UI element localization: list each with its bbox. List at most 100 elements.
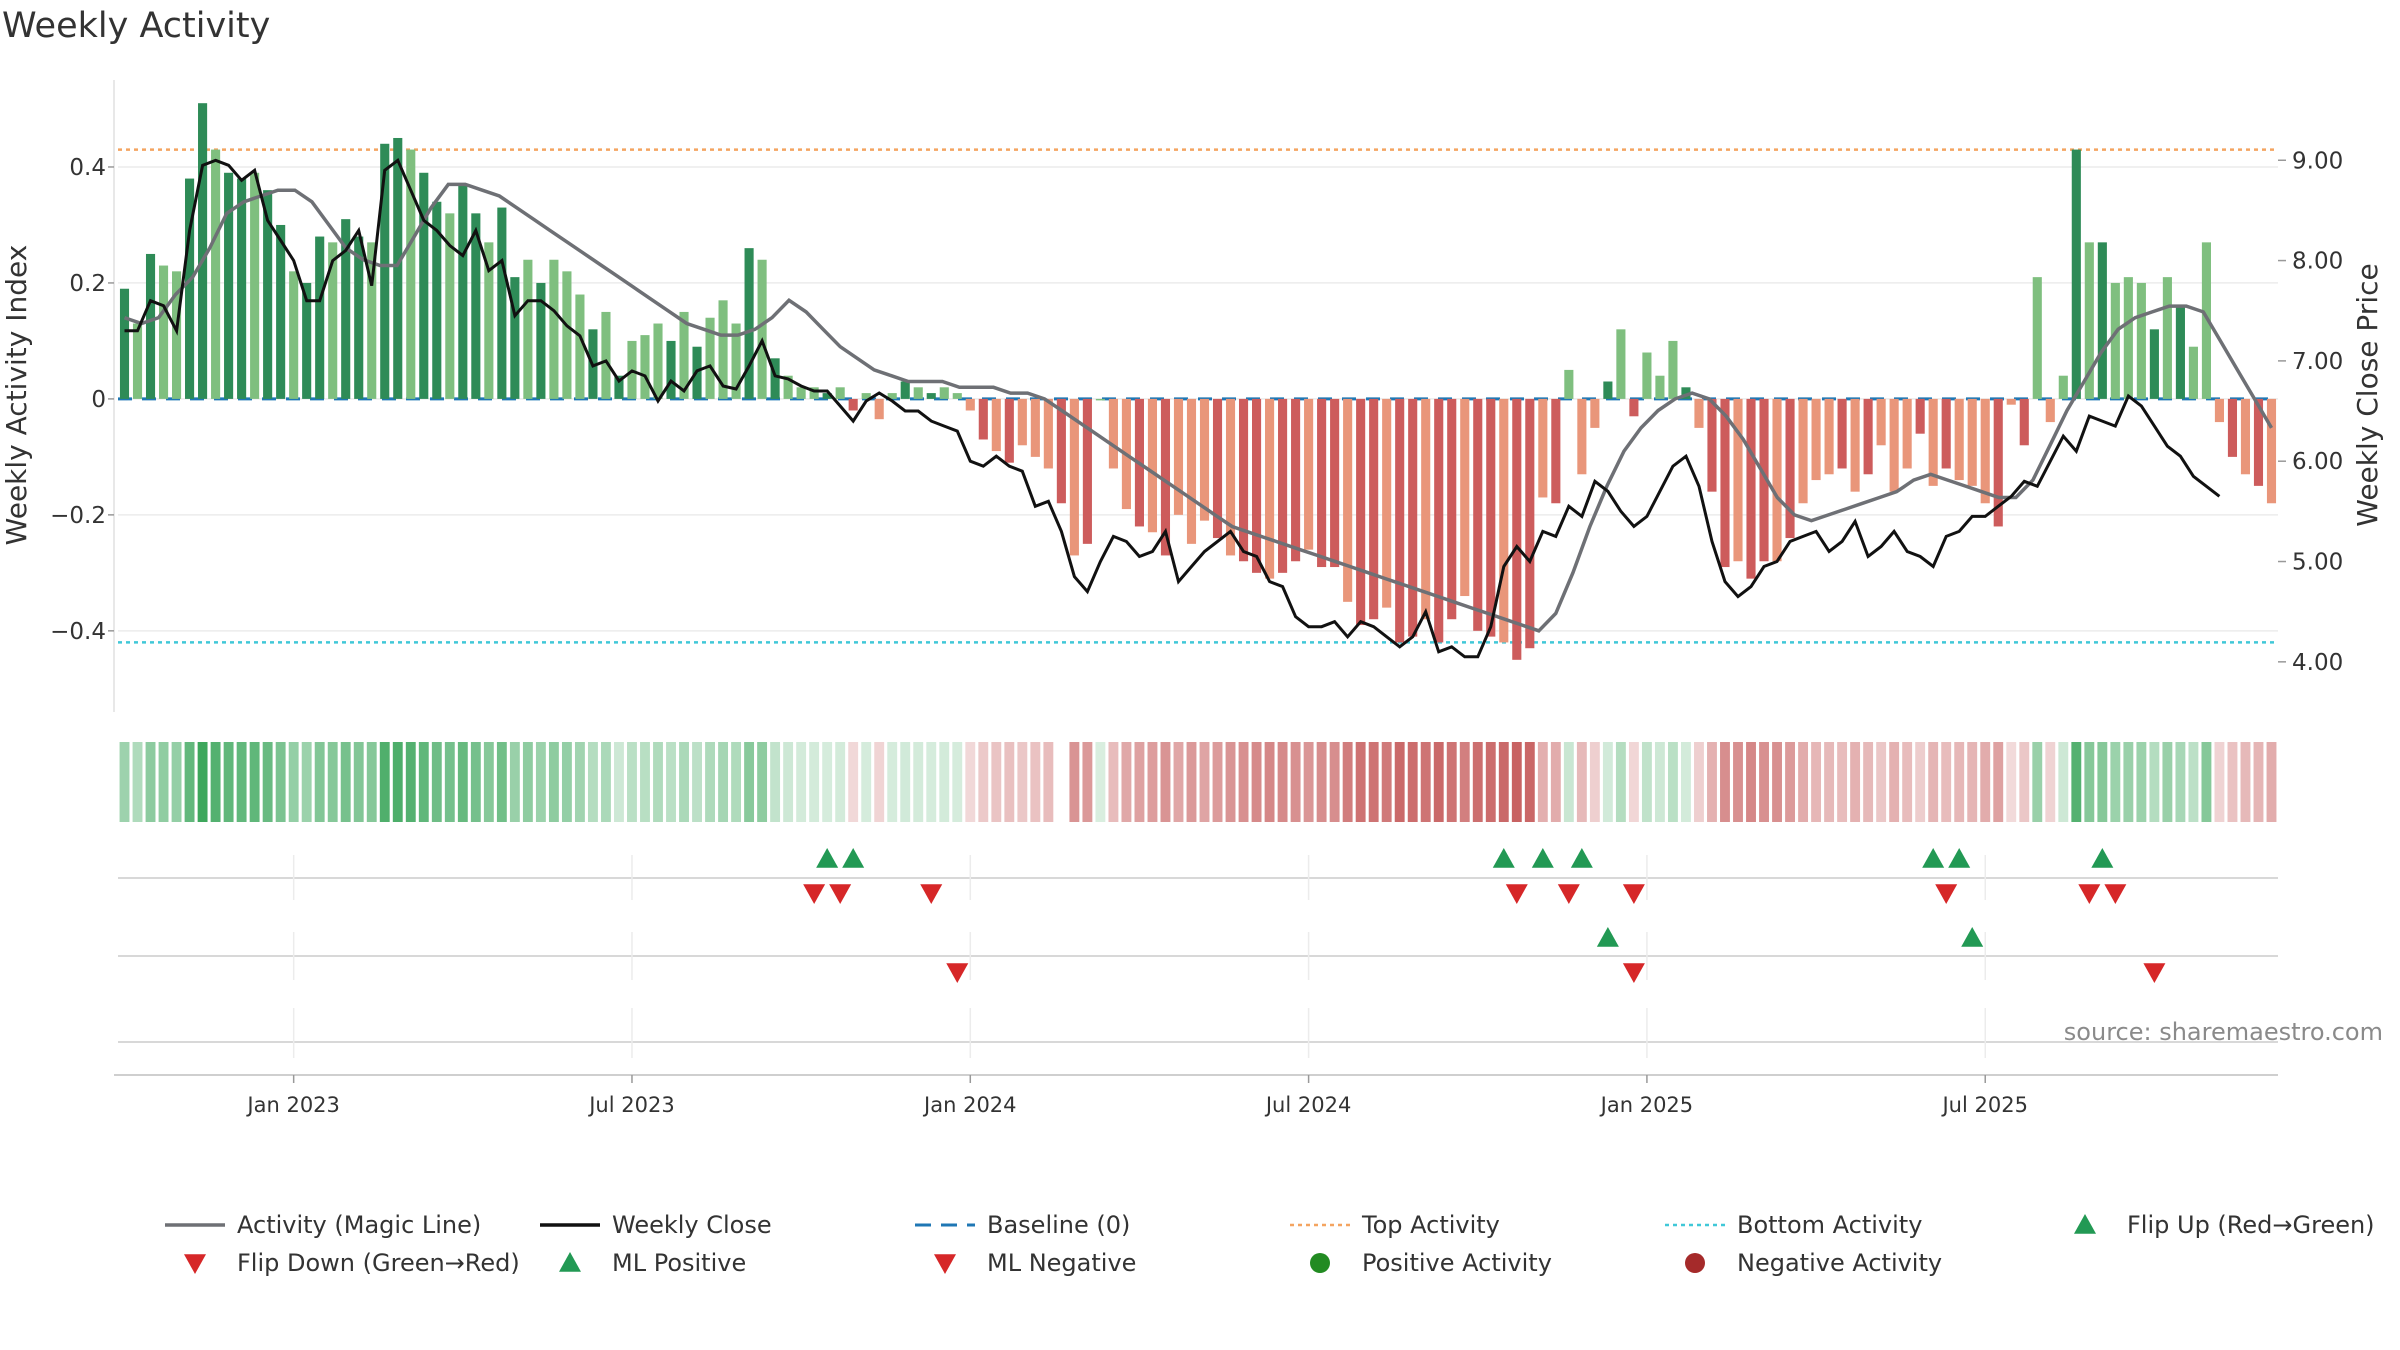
activity-bar <box>2214 398 2224 423</box>
heat-cell <box>392 742 403 822</box>
heat-cell <box>2240 742 2251 822</box>
activity-bar <box>1811 398 1821 481</box>
heat-cell <box>1225 742 1236 822</box>
activity-bar <box>926 393 936 399</box>
activity-bar <box>1460 398 1470 597</box>
activity-bar <box>211 149 221 399</box>
heat-cell <box>1837 742 1848 822</box>
heat-cell <box>184 742 195 822</box>
activity-bar <box>1330 398 1340 568</box>
legend-circle-icon <box>1310 1253 1330 1273</box>
ml-negative-marker <box>946 963 969 983</box>
heat-cell <box>405 742 416 822</box>
heat-cell <box>262 742 273 822</box>
activity-bar <box>1889 398 1899 492</box>
activity-bar <box>640 335 650 399</box>
heat-cell <box>1928 742 1939 822</box>
x-tick-label: Jan 2024 <box>922 1093 1017 1117</box>
heat-cell <box>1459 742 1470 822</box>
heat-cell <box>1290 742 1301 822</box>
activity-bar <box>2162 277 2172 399</box>
heat-cell <box>522 742 533 822</box>
activity-bar <box>835 387 845 399</box>
activity-bar <box>1017 398 1027 446</box>
activity-bar <box>1824 398 1834 475</box>
flip-down-marker <box>1505 884 1528 904</box>
y2-tick-label: 5.00 <box>2292 550 2343 576</box>
heat-cell <box>900 742 911 822</box>
heat-cell <box>1746 742 1756 822</box>
activity-bar <box>497 207 507 399</box>
heat-cell <box>1798 742 1809 822</box>
flip-down-marker <box>829 884 852 904</box>
x-tick-label: Jul 2025 <box>1940 1093 2027 1117</box>
legend-label: Weekly Close <box>612 1211 772 1239</box>
heat-cell <box>822 742 833 822</box>
heat-cell <box>718 742 729 822</box>
y2-tick-label: 6.00 <box>2292 449 2343 475</box>
activity-bar <box>132 323 143 399</box>
heat-cell <box>145 742 156 822</box>
heat-cell <box>835 742 846 822</box>
heat-cell <box>1654 742 1665 822</box>
heat-cell <box>379 742 390 822</box>
activity-bar <box>2084 242 2094 399</box>
x-tick-label: Jan 2025 <box>1599 1093 1694 1117</box>
activity-bar <box>1278 398 1288 573</box>
legend-triangle-up-icon <box>559 1252 581 1272</box>
heat-cell <box>2162 742 2173 822</box>
activity-bar <box>2045 398 2055 423</box>
activity-bar <box>2123 277 2133 399</box>
activity-bar <box>575 294 585 399</box>
heat-cell <box>1485 742 1496 822</box>
activity-bar <box>848 398 858 411</box>
heat-cell <box>535 742 546 822</box>
heat-cell <box>1720 742 1730 822</box>
activity-bar <box>432 201 442 399</box>
heat-cell <box>1980 742 1991 822</box>
y-tick-label: −0.4 <box>50 619 106 645</box>
activity-bar <box>1551 398 1561 504</box>
heat-cell <box>2253 742 2264 822</box>
activity-bar <box>1577 398 1587 475</box>
heat-cell <box>783 742 794 822</box>
heat-cell <box>2123 742 2134 822</box>
activity-bar <box>653 323 663 399</box>
heat-cell <box>731 742 742 822</box>
activity-bar <box>874 398 884 420</box>
heat-cell <box>1121 742 1132 822</box>
activity-bar <box>978 398 988 440</box>
heat-cell <box>197 742 208 822</box>
activity-bar <box>523 259 533 399</box>
heat-cell <box>418 742 429 822</box>
heat-cell <box>965 742 976 822</box>
heat-cell <box>1772 742 1782 822</box>
ml-negative-marker <box>1622 963 1645 983</box>
heat-cell <box>1563 742 1574 822</box>
legend-circle-icon <box>1685 1253 1705 1273</box>
heat-cell <box>1186 742 1197 822</box>
activity-bar <box>1252 398 1262 573</box>
heat-cell <box>1824 742 1835 822</box>
heat-cell <box>249 742 260 822</box>
activity-bar <box>2032 277 2042 399</box>
activity-bar <box>1746 398 1756 579</box>
heat-cell <box>1954 742 1965 822</box>
x-tick-label: Jul 2024 <box>1264 1093 1351 1117</box>
heat-cell <box>744 742 755 822</box>
heat-cell <box>1681 742 1691 822</box>
activity-bar <box>1915 398 1925 434</box>
heat-cell <box>653 742 663 822</box>
y2-tick-label: 9.00 <box>2292 148 2343 174</box>
heat-cell <box>561 742 572 822</box>
activity-bar <box>549 259 559 399</box>
legend-triangle-down-icon <box>934 1254 956 1274</box>
activity-bar <box>939 387 949 399</box>
activity-bar <box>731 323 741 399</box>
activity-bar <box>1356 398 1366 626</box>
activity-bar <box>1590 398 1600 428</box>
activity-bar <box>2058 375 2068 399</box>
heat-cell <box>1941 742 1952 822</box>
heat-cell <box>1550 742 1561 822</box>
heat-cell <box>1641 742 1652 822</box>
